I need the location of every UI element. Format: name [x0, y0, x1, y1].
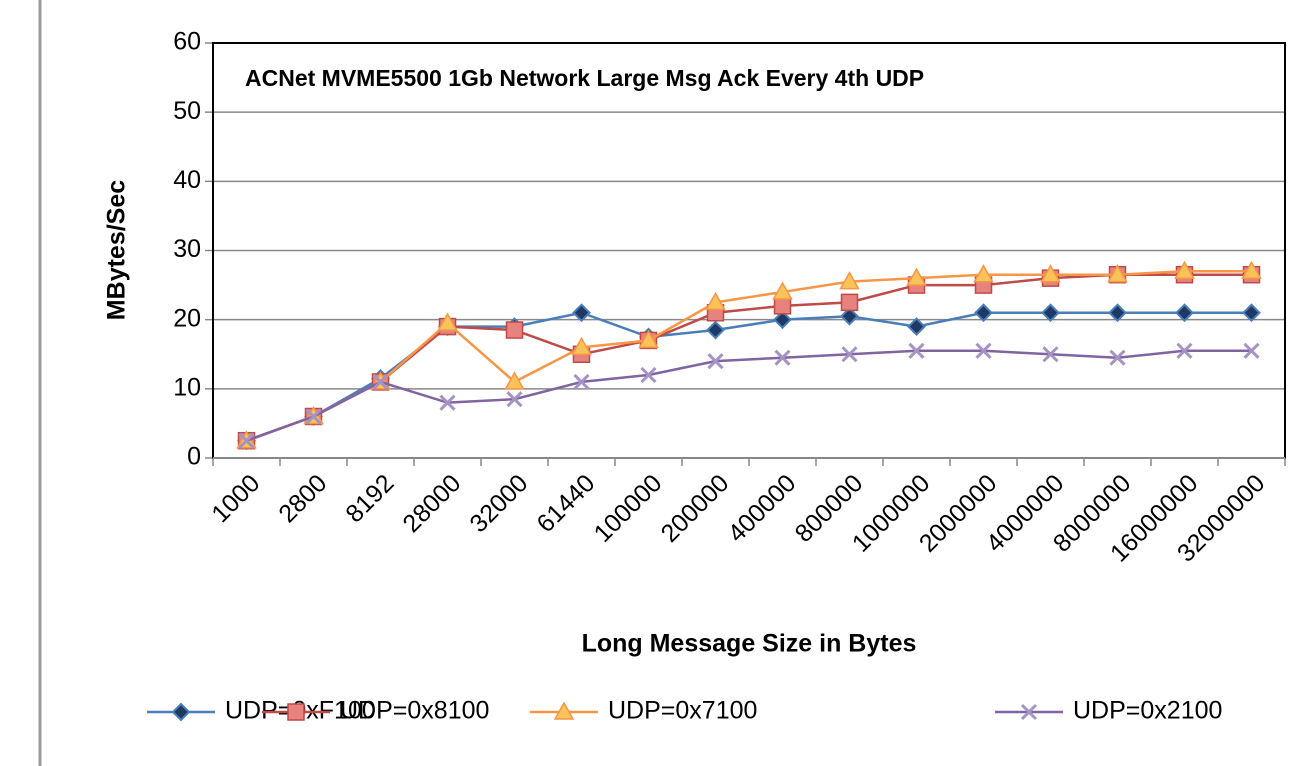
marker: [439, 394, 456, 411]
marker: [504, 371, 525, 390]
marker: [640, 366, 657, 384]
marker: [1020, 703, 1038, 721]
marker: [287, 703, 305, 721]
marker: [553, 701, 575, 720]
marker: [1041, 303, 1060, 323]
marker: [1109, 349, 1126, 366]
marker: [841, 346, 858, 363]
y-tick-label: 50: [173, 97, 201, 125]
x-tick-label: 8192: [340, 469, 399, 528]
x-tick-label: 2800: [273, 469, 332, 528]
chart-title: ACNet MVME5500 1Gb Network Large Msg Ack…: [245, 65, 924, 91]
series-line: [246, 273, 1252, 442]
marker: [907, 317, 926, 336]
marker: [372, 373, 389, 390]
x-tick-label: 1000: [206, 469, 265, 528]
marker: [1042, 346, 1059, 363]
legend-item: UDP=0x7100: [530, 697, 757, 725]
marker: [1174, 260, 1195, 279]
series-line: [246, 311, 1252, 442]
y-tick-label: 0: [187, 443, 201, 471]
marker: [573, 373, 590, 390]
series-line: [246, 349, 1252, 442]
marker: [505, 321, 524, 339]
series-line: [246, 270, 1252, 442]
legend-label: UDP=0x8100: [340, 697, 489, 725]
x-axis-label: Long Message Size in Bytes: [582, 630, 917, 658]
marker: [772, 281, 793, 300]
marker: [171, 702, 191, 722]
marker: [773, 310, 792, 330]
marker: [973, 264, 994, 283]
y-tick-label: 20: [173, 304, 201, 332]
marker: [707, 353, 724, 370]
marker: [908, 342, 925, 359]
legend-label: UDP=0x7100: [608, 697, 757, 725]
legend-label: UDP=0x2100: [1073, 697, 1222, 725]
marker: [437, 312, 458, 331]
marker: [638, 329, 659, 349]
marker: [1176, 342, 1193, 359]
legend-item: UDP=0x2100: [995, 697, 1222, 725]
y-tick-label: 40: [173, 166, 201, 194]
marker: [705, 291, 726, 311]
marker: [1175, 303, 1194, 323]
marker: [305, 408, 322, 425]
x-tick-label: 400000: [723, 469, 802, 548]
x-tick-label: 100000: [589, 469, 668, 548]
y-tick-label: 60: [173, 28, 201, 56]
marker: [1107, 264, 1128, 283]
marker: [572, 303, 591, 323]
x-tick-label: 200000: [656, 469, 735, 548]
marker: [1242, 303, 1261, 323]
marker: [1241, 260, 1262, 279]
marker: [840, 293, 859, 312]
y-tick-label: 10: [173, 373, 201, 401]
y-tick-label: 30: [173, 235, 201, 263]
marker: [1108, 303, 1127, 323]
marker: [906, 267, 927, 286]
marker: [1243, 342, 1260, 359]
marker: [974, 303, 993, 323]
marker: [975, 342, 992, 359]
x-tick-label: 32000: [464, 469, 533, 538]
y-axis-label: MBytes/Sec: [103, 180, 131, 320]
marker: [773, 297, 792, 315]
marker: [774, 349, 791, 366]
marker: [1040, 264, 1061, 283]
x-tick-label: 28000: [397, 469, 466, 538]
marker: [706, 320, 725, 340]
marker: [840, 306, 859, 326]
marker: [238, 432, 255, 449]
legend-item: UDP=0x8100: [262, 697, 489, 725]
marker: [506, 391, 523, 408]
marker: [839, 271, 860, 290]
marker: [571, 336, 592, 356]
